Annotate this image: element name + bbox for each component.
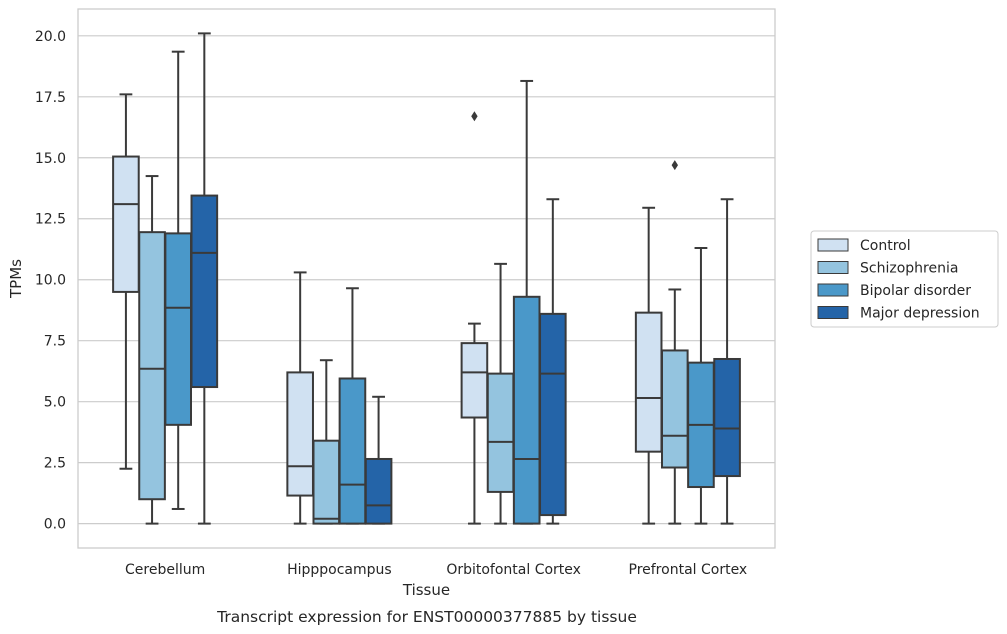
y-tick-label: 7.5 [44,334,66,350]
x-tick-label: Hipppocampus [287,562,392,578]
box-2-2 [512,79,541,525]
y-tick-label: 2.5 [44,456,66,472]
y-axis-label: TPMs [7,259,25,299]
box-body [660,349,689,469]
box-body [338,377,367,525]
legend-label: Schizophrenia [860,261,958,277]
outlier-point [471,111,478,122]
legend-swatch [817,306,849,319]
box-2-0 [460,111,489,525]
y-tick-label: 20.0 [35,29,66,45]
box-body [460,342,489,419]
legend-label: Control [860,238,911,254]
x-axis-label: Tissue [402,581,450,599]
legend-frame [810,230,999,328]
box-1-0 [286,271,314,525]
box-3-2 [687,247,715,525]
box-1-2 [338,287,367,525]
box-3-0 [634,206,663,525]
box-body [312,439,341,525]
box-body [112,155,140,293]
plot-frame [77,8,776,549]
outlier-point [671,160,679,171]
box-1-3 [364,395,393,525]
box-body [486,372,515,493]
x-tick-labels: Cerebellum Hipppocampus Orbitofontal Corte… [125,562,747,578]
box-body [512,295,541,525]
box-2-1 [486,262,515,525]
x-tick-label: Cerebellum [125,562,205,578]
box-0-2 [164,50,193,510]
box-body [713,357,741,478]
box-3-3 [713,198,741,525]
box-0-0 [112,93,140,470]
legend-swatch [817,261,849,274]
box-0-3 [190,32,219,525]
legend: Control Schizophrenia Bipolar disorder Majo… [810,230,999,328]
box-1-1 [312,359,341,525]
y-tick-labels: 0.0 2.5 5.0 7.5 10.0 12.5 15.0 17.5 20.0 [35,29,66,533]
box-body [164,232,193,426]
y-tick-label: 17.5 [35,90,66,106]
legend-swatch [817,283,849,297]
x-tick-label: Prefrontal Cortex [629,562,748,578]
box-body [539,312,567,517]
box-body [286,371,314,497]
y-tick-label: 0.0 [44,517,66,533]
figure-caption: Transcript expression for ENST0000037788… [216,608,637,626]
boxes [112,32,741,525]
y-tick-label: 10.0 [35,273,66,289]
box-body [138,231,166,501]
box-2-3 [539,198,567,525]
legend-label: Major depression [860,306,980,322]
legend-label: Bipolar disorder [860,283,971,299]
y-tick-label: 12.5 [35,212,66,228]
box-3-1 [660,160,689,525]
box-0-1 [138,175,166,525]
box-body [634,311,663,453]
legend-swatch [817,238,849,252]
x-tick-label: Orbitofontal Cortex [446,562,581,578]
y-tick-label: 5.0 [44,395,66,411]
box-body [190,194,219,389]
box-body [364,457,393,525]
y-tick-label: 15.0 [35,151,66,167]
